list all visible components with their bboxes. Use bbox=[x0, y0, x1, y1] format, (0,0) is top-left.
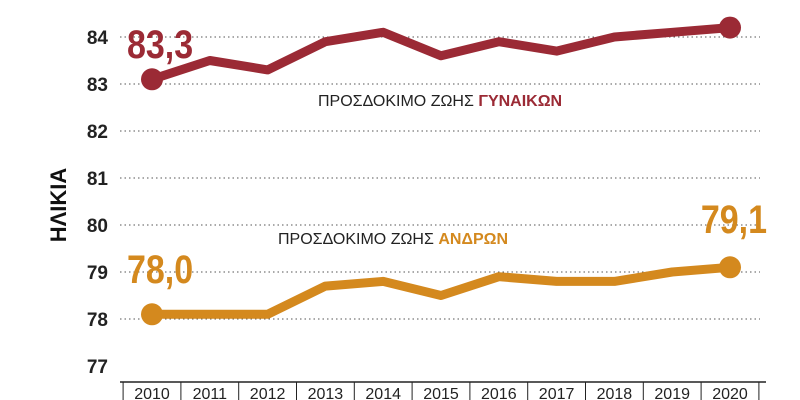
series-caption-prefix: ΠΡΟΣΔΟΚΙΜΟ ΖΩΗΣ bbox=[318, 93, 478, 110]
y-axis-label: ΗΛΙΚΙΑ bbox=[46, 168, 71, 243]
x-tick-label-2016: 2016 bbox=[481, 386, 517, 400]
y-tick-label-82: 82 bbox=[87, 122, 108, 143]
series-caption-women: ΠΡΟΣΔΟΚΙΜΟ ΖΩΗΣ ΓΥΝΑΙΚΩΝ bbox=[318, 93, 562, 110]
series-caption-prefix: ΠΡΟΣΔΟΚΙΜΟ ΖΩΗΣ bbox=[278, 231, 438, 248]
grid-lines bbox=[120, 36, 760, 320]
x-tick-label-2013: 2013 bbox=[308, 386, 344, 400]
series-line-men bbox=[147, 262, 735, 319]
data-point-men-2010 bbox=[141, 303, 163, 326]
start-value-label-men: 78,0 bbox=[127, 246, 193, 291]
y-tick-label-81: 81 bbox=[87, 169, 109, 190]
x-tick-label-2010: 2010 bbox=[134, 386, 170, 400]
x-tick-label-2014: 2014 bbox=[365, 386, 401, 400]
y-tick-label-79: 79 bbox=[87, 263, 108, 284]
series-caption-men: ΠΡΟΣΔΟΚΙΜΟ ΖΩΗΣ ΑΝΔΡΩΝ bbox=[278, 231, 508, 248]
y-tick-label-78: 78 bbox=[87, 310, 108, 331]
data-point-women-2010 bbox=[141, 68, 163, 91]
y-tick-label-84: 84 bbox=[87, 28, 109, 49]
y-tick-label-83: 83 bbox=[87, 75, 108, 96]
series-caption-emphasis: ΑΝΔΡΩΝ bbox=[438, 231, 508, 248]
data-point-women-2020 bbox=[719, 16, 741, 39]
x-tick-label-2017: 2017 bbox=[539, 386, 575, 400]
y-tick-label-80: 80 bbox=[87, 216, 108, 237]
y-axis-ticks: 77 78 79 80 81 82 83 84 bbox=[87, 28, 109, 378]
data-point-men-2020 bbox=[719, 256, 741, 279]
series-line-women bbox=[147, 23, 735, 84]
start-value-label-women: 83,3 bbox=[127, 21, 193, 66]
x-axis: 2010 2011 2012 2013 2014 2015 2016 2017 2018 2019… bbox=[120, 381, 766, 400]
x-tick-label-2019: 2019 bbox=[654, 386, 690, 400]
series-lines bbox=[141, 16, 741, 326]
x-tick-label-2020: 2020 bbox=[712, 386, 748, 400]
x-tick-label-2018: 2018 bbox=[597, 386, 633, 400]
series-caption-emphasis: ΓΥΝΑΙΚΩΝ bbox=[478, 93, 562, 110]
value-labels: 83,3 78,0 79,1 bbox=[127, 21, 767, 291]
x-tick-label-2015: 2015 bbox=[423, 386, 459, 400]
y-tick-label-77: 77 bbox=[87, 357, 108, 378]
x-tick-label-2011: 2011 bbox=[193, 386, 228, 400]
end-value-label-men: 79,1 bbox=[701, 196, 767, 241]
x-tick-label-2012: 2012 bbox=[250, 386, 286, 400]
